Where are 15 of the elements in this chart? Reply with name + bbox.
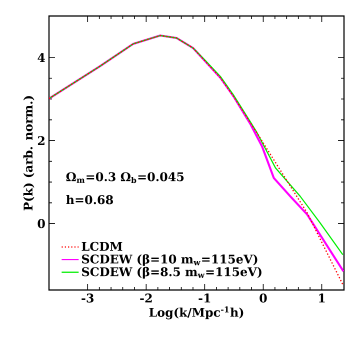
legend-label: SCDEW (β=8.5 m$_{w}$=115eV) <box>82 266 262 279</box>
x-tick-label: -3 <box>82 294 94 303</box>
x-tick-label: 0 <box>260 294 267 303</box>
y-tick-label: 2 <box>38 136 44 145</box>
annotation: h=0.68 <box>66 194 113 204</box>
y-tick-label: 0 <box>38 219 45 228</box>
x-axis-title: Log(k/Mpc$^{-1}$h) <box>149 306 244 320</box>
x-tick-label: -2 <box>140 294 152 302</box>
y-tick-label: 4 <box>38 53 45 62</box>
y-axis-title: P(k) (arb. norm.) <box>23 96 34 210</box>
legend-label: SCDEW (β=10 m$_{w}$=115eV) <box>82 254 258 266</box>
x-tick-label: 1 <box>319 294 325 302</box>
x-tick-label: -1 <box>198 294 210 302</box>
legend-label: LCDM <box>82 242 122 251</box>
annotation: Ω$_{m}$=0.3 Ω$_{b}$=0.045 <box>66 172 184 184</box>
